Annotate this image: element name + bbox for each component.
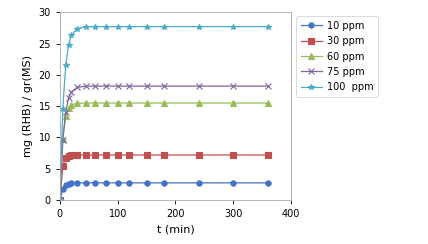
75 ppm (83, 85, 89, 88)
100  ppm (161, 25, 166, 28)
100  ppm (69, 34, 74, 37)
30 ppm (196, 153, 201, 156)
30 ppm (265, 153, 270, 156)
10 ppm (231, 181, 236, 184)
60 ppm (69, 103, 74, 106)
Y-axis label: mg (RHB) / gr(MS): mg (RHB) / gr(MS) (23, 55, 33, 157)
100  ppm (92, 25, 97, 28)
10 ppm (57, 199, 62, 202)
60 ppm (57, 199, 62, 202)
10 ppm (115, 181, 120, 184)
10 ppm (74, 182, 80, 184)
30 ppm (231, 153, 236, 156)
30 ppm (161, 153, 166, 156)
75 ppm (66, 97, 71, 100)
100  ppm (115, 25, 120, 28)
30 ppm (74, 153, 80, 156)
30 ppm (144, 153, 149, 156)
10 ppm (127, 181, 132, 184)
Line: 60 ppm: 60 ppm (57, 100, 270, 203)
100  ppm (127, 25, 132, 28)
10 ppm (104, 181, 109, 184)
100  ppm (60, 107, 65, 110)
100  ppm (144, 25, 149, 28)
60 ppm (144, 102, 149, 104)
Line: 30 ppm: 30 ppm (57, 152, 270, 203)
75 ppm (92, 85, 97, 88)
60 ppm (60, 137, 65, 140)
60 ppm (231, 102, 236, 104)
60 ppm (83, 102, 89, 104)
10 ppm (92, 181, 97, 184)
60 ppm (66, 106, 71, 109)
10 ppm (83, 181, 89, 184)
Legend: 10 ppm, 30 ppm, 60 ppm, 75 ppm, 100  ppm: 10 ppm, 30 ppm, 60 ppm, 75 ppm, 100 ppm (296, 16, 378, 97)
Line: 100  ppm: 100 ppm (57, 24, 270, 203)
100  ppm (74, 27, 80, 30)
60 ppm (196, 102, 201, 104)
100  ppm (83, 25, 89, 28)
10 ppm (265, 181, 270, 184)
75 ppm (127, 85, 132, 88)
10 ppm (69, 182, 74, 185)
100  ppm (265, 25, 270, 28)
75 ppm (115, 85, 120, 88)
75 ppm (196, 85, 201, 88)
30 ppm (127, 153, 132, 156)
60 ppm (74, 102, 80, 105)
75 ppm (57, 199, 62, 202)
10 ppm (63, 184, 68, 187)
X-axis label: t (min): t (min) (157, 225, 194, 235)
75 ppm (74, 86, 80, 89)
30 ppm (63, 156, 68, 159)
60 ppm (127, 102, 132, 104)
Line: 10 ppm: 10 ppm (57, 180, 270, 203)
75 ppm (60, 139, 65, 142)
60 ppm (63, 115, 68, 118)
Line: 75 ppm: 75 ppm (57, 83, 270, 203)
100  ppm (231, 25, 236, 28)
60 ppm (265, 102, 270, 104)
60 ppm (92, 102, 97, 104)
30 ppm (104, 153, 109, 156)
75 ppm (69, 90, 74, 93)
100  ppm (63, 64, 68, 67)
60 ppm (115, 102, 120, 104)
60 ppm (161, 102, 166, 104)
100  ppm (196, 25, 201, 28)
75 ppm (161, 85, 166, 88)
60 ppm (104, 102, 109, 104)
10 ppm (144, 181, 149, 184)
75 ppm (104, 85, 109, 88)
10 ppm (60, 188, 65, 191)
100  ppm (57, 199, 62, 202)
10 ppm (196, 181, 201, 184)
10 ppm (161, 181, 166, 184)
75 ppm (265, 85, 270, 88)
75 ppm (231, 85, 236, 88)
30 ppm (66, 154, 71, 157)
30 ppm (57, 199, 62, 202)
30 ppm (115, 153, 120, 156)
30 ppm (69, 154, 74, 157)
10 ppm (66, 182, 71, 185)
30 ppm (60, 165, 65, 168)
30 ppm (92, 153, 97, 156)
75 ppm (63, 110, 68, 113)
100  ppm (66, 43, 71, 46)
75 ppm (144, 85, 149, 88)
100  ppm (104, 25, 109, 28)
30 ppm (83, 153, 89, 156)
